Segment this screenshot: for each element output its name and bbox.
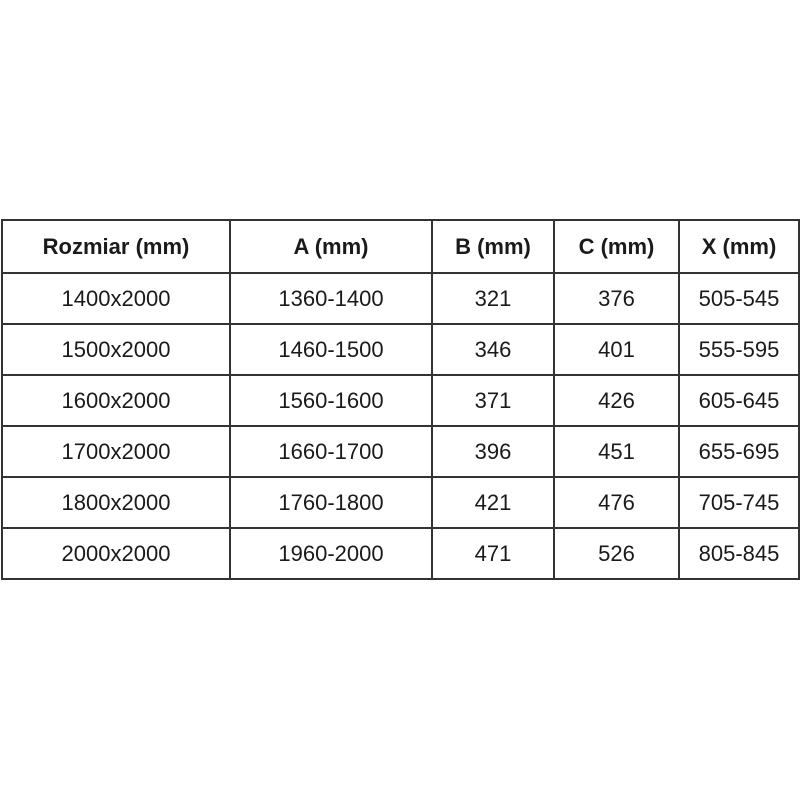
cell-c: 476 [553, 476, 680, 529]
column-header-rozmiar: Rozmiar (mm) [1, 219, 231, 274]
cell-x: 805-845 [678, 527, 800, 580]
size-table: Rozmiar (mm) A (mm) B (mm) C (mm) X (mm)… [1, 219, 800, 580]
table-row: 2000x2000 1960-2000 471 526 805-845 [1, 527, 800, 580]
cell-rozmiar: 1600x2000 [1, 374, 231, 427]
cell-x: 555-595 [678, 323, 800, 376]
cell-b: 346 [431, 323, 555, 376]
cell-b: 371 [431, 374, 555, 427]
cell-c: 451 [553, 425, 680, 478]
cell-x: 655-695 [678, 425, 800, 478]
table-row: 1700x2000 1660-1700 396 451 655-695 [1, 425, 800, 478]
column-header-c: C (mm) [553, 219, 680, 274]
cell-x: 505-545 [678, 272, 800, 325]
table-row: 1500x2000 1460-1500 346 401 555-595 [1, 323, 800, 376]
cell-x: 705-745 [678, 476, 800, 529]
cell-a: 1460-1500 [229, 323, 433, 376]
column-header-a: A (mm) [229, 219, 433, 274]
cell-rozmiar: 1500x2000 [1, 323, 231, 376]
cell-rozmiar: 2000x2000 [1, 527, 231, 580]
cell-b: 396 [431, 425, 555, 478]
cell-a: 1760-1800 [229, 476, 433, 529]
cell-c: 401 [553, 323, 680, 376]
cell-rozmiar: 1800x2000 [1, 476, 231, 529]
cell-c: 426 [553, 374, 680, 427]
table-row: 1400x2000 1360-1400 321 376 505-545 [1, 272, 800, 325]
cell-a: 1360-1400 [229, 272, 433, 325]
column-header-b: B (mm) [431, 219, 555, 274]
table-row: 1800x2000 1760-1800 421 476 705-745 [1, 476, 800, 529]
header-row: Rozmiar (mm) A (mm) B (mm) C (mm) X (mm) [1, 219, 800, 274]
cell-c: 526 [553, 527, 680, 580]
cell-rozmiar: 1400x2000 [1, 272, 231, 325]
cell-a: 1660-1700 [229, 425, 433, 478]
cell-a: 1960-2000 [229, 527, 433, 580]
cell-rozmiar: 1700x2000 [1, 425, 231, 478]
cell-a: 1560-1600 [229, 374, 433, 427]
cell-b: 421 [431, 476, 555, 529]
cell-b: 471 [431, 527, 555, 580]
cell-x: 605-645 [678, 374, 800, 427]
cell-b: 321 [431, 272, 555, 325]
column-header-x: X (mm) [678, 219, 800, 274]
table-row: 1600x2000 1560-1600 371 426 605-645 [1, 374, 800, 427]
cell-c: 376 [553, 272, 680, 325]
